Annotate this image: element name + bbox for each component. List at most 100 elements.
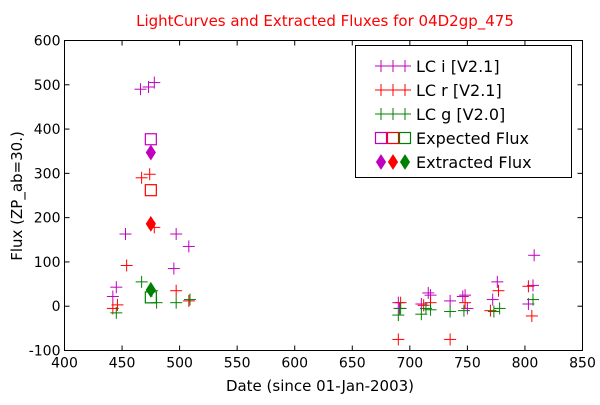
data-point	[392, 333, 405, 346]
y-axis-label: Flux (ZP_ab=30.)	[8, 131, 27, 261]
legend-marker	[399, 154, 411, 170]
legend-marker	[375, 108, 387, 120]
data-point	[491, 275, 504, 288]
data-point	[527, 279, 540, 292]
data-point	[461, 302, 474, 315]
data-point	[145, 215, 156, 232]
y-tick-label: 600	[34, 34, 61, 50]
y-tick-label: 300	[34, 166, 61, 182]
legend-label: LC r [V2.1]	[416, 81, 502, 100]
data-point	[456, 290, 469, 303]
data-point	[143, 168, 156, 181]
data-point	[135, 275, 148, 288]
data-point	[135, 171, 148, 184]
legend-label: LC g [V2.0]	[416, 105, 505, 124]
data-point	[493, 302, 506, 315]
legend-marker	[387, 108, 399, 120]
data-point	[522, 280, 535, 293]
data-point	[148, 76, 161, 89]
y-tick-label: 500	[34, 78, 61, 94]
legend-marker	[387, 84, 399, 96]
legend-marker	[399, 60, 411, 72]
data-point	[120, 259, 133, 272]
data-point	[392, 309, 405, 322]
x-tick-label: 650	[339, 356, 366, 372]
data-point	[525, 309, 538, 322]
data-point	[528, 249, 541, 262]
legend-entry: LC r [V2.1]	[375, 81, 502, 100]
data-marks	[106, 76, 541, 346]
data-point	[182, 294, 195, 307]
y-tick-label: 100	[34, 255, 61, 271]
legend: LC i [V2.1] LC r [V2.1] LC g [V2.0] Expecte…	[355, 45, 572, 178]
legend-label: Expected Flux	[416, 129, 529, 148]
data-point	[183, 293, 196, 306]
series-lc-r-v2-1	[106, 168, 538, 346]
data-point	[145, 281, 156, 298]
data-point	[145, 144, 156, 161]
data-point	[106, 290, 119, 303]
data-point	[170, 296, 183, 309]
x-tick-label: 700	[396, 356, 423, 372]
data-point	[487, 305, 500, 318]
data-point	[119, 228, 132, 241]
x-tick-label: 500	[166, 356, 193, 372]
x-axis-label: Date (since 01-Jan-2003)	[226, 377, 414, 395]
legend-marker	[399, 84, 411, 96]
data-point	[444, 333, 457, 346]
data-point	[486, 293, 499, 306]
legend-marker	[375, 154, 387, 170]
legend-label: Extracted Flux	[416, 153, 532, 172]
data-point	[419, 302, 432, 315]
legend-entry: LC i [V2.1]	[375, 57, 500, 76]
legend-label: LC i [V2.1]	[416, 57, 500, 76]
legend-entry: Expected Flux	[374, 129, 529, 148]
data-point	[134, 83, 147, 96]
legend-marker	[399, 108, 411, 120]
data-point	[182, 240, 195, 253]
data-point	[422, 286, 435, 299]
data-point	[111, 298, 124, 311]
legend-marker	[375, 60, 387, 72]
y-tick-label: 200	[34, 211, 61, 227]
data-point	[167, 262, 180, 275]
chart-title: LightCurves and Extracted Fluxes for 04D…	[136, 12, 514, 31]
series-extracted-flux	[145, 144, 156, 298]
series-lc-g-v2-0	[110, 275, 540, 322]
x-tick-label: 800	[512, 356, 539, 372]
x-tick-label: 750	[454, 356, 481, 372]
data-point	[527, 293, 540, 306]
data-point	[415, 308, 428, 321]
legend-marker	[375, 84, 387, 96]
legend-marker	[387, 154, 399, 170]
legend-marker	[374, 131, 388, 145]
data-point	[492, 284, 505, 297]
data-point	[457, 304, 470, 317]
data-point	[170, 284, 183, 297]
legend-marker	[398, 131, 412, 145]
x-tick-label: 600	[281, 356, 308, 372]
y-tick-label: 400	[34, 122, 61, 138]
data-point	[394, 302, 407, 315]
data-point	[444, 305, 457, 318]
axis-ticks: 400 450 500 550 600 650 700 750 800 850 -100 0 100 20…	[29, 34, 596, 372]
legend-marker	[386, 131, 400, 145]
plot-frame	[64, 40, 583, 351]
legend-entry: Extracted Flux	[375, 153, 532, 172]
x-tick-label: 550	[224, 356, 251, 372]
data-point	[110, 281, 123, 294]
data-point	[110, 306, 123, 319]
legend-marker	[387, 60, 399, 72]
y-tick-label: 0	[52, 299, 61, 315]
data-point	[459, 296, 472, 309]
y-tick-label: -100	[29, 344, 61, 360]
data-point	[484, 304, 497, 317]
data-point	[170, 228, 183, 241]
data-point	[424, 303, 437, 316]
data-point	[444, 294, 457, 307]
legend-box	[355, 45, 572, 178]
data-point	[417, 299, 430, 312]
legend-entry: LC g [V2.0]	[375, 105, 505, 124]
